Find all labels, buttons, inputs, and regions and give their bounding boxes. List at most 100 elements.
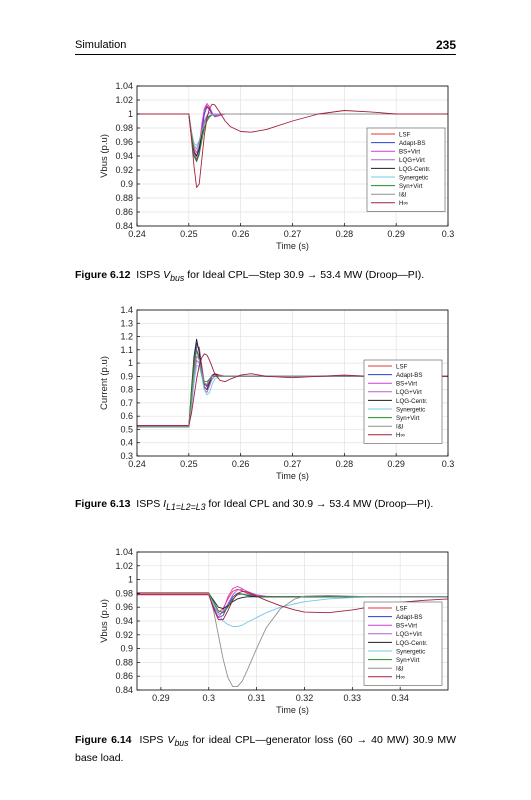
y-tick-label: 0.98 [115,588,133,598]
series-line [137,356,448,428]
y-tick-label: 0.8 [120,385,133,395]
section-title: Simulation [75,39,127,51]
caption-label: Figure 6.13 [75,498,131,510]
y-tick-label: 0.94 [115,616,133,626]
y-tick-label: 0.98 [115,123,133,133]
y-tick-label: 0.9 [120,371,133,381]
x-tick-label: 0.3 [203,693,216,703]
y-tick-label: 1.02 [115,95,133,105]
legend-label: H∞ [396,432,405,439]
legend-label: Adapt-BS [396,614,422,621]
y-axis-label: Current (p.u) [99,356,110,410]
legend-label: I&I [399,192,407,199]
caption-6-13: Figure 6.13 ISPS IL1=L2=L3 for Ideal CPL… [75,498,434,513]
series-group [137,103,448,188]
legend-box [363,359,443,444]
legend-label: LQG+Virt [396,389,422,396]
x-tick-label: 0.24 [128,229,146,239]
y-axis-label: Vbus (p.u) [99,134,110,178]
x-tick-label: 0.26 [232,229,250,239]
y-tick-label: 1.2 [120,332,133,342]
legend-label: I&I [396,424,404,431]
y-tick-label: 0.88 [115,657,133,667]
y-tick-label: 0.96 [115,137,133,147]
x-tick-label: 0.29 [387,459,405,469]
legend-label: LQG-Centr. [396,640,428,647]
figure-6-13: 0.24 0.25 0.26 0.27 0.28 0.29 0.3 0.3 0.4 0.5 0.6 0… [0,298,531,493]
legend-label: LQG+Virt [396,631,422,638]
y-tick-label: 0.6 [120,411,133,421]
y-axis-label: Vbus (p.u) [99,599,110,643]
legend-label: BS+Virt [396,381,417,388]
y-tick-label: 0.5 [120,424,133,434]
y-tick-label: 0.94 [115,151,133,161]
legend-label: LSF [396,605,408,612]
legend-label: Syn+Virt [396,415,420,422]
x-tick-label: 0.27 [284,229,302,239]
x-axis-label: Time (s) [276,705,309,715]
x-axis-label: Time (s) [276,241,309,251]
legend-label: LSF [399,131,411,138]
y-tick-label: 0.86 [115,207,133,217]
x-axis-label: Time (s) [276,471,309,481]
running-header: Simulation 235 [75,38,456,55]
caption-label: Figure 6.14 [75,734,132,746]
x-tick-label: 0.3 [442,459,455,469]
y-tick-label: 0.84 [115,221,133,231]
legend-label: H∞ [399,200,408,207]
legend-label: LQG-Centr. [399,166,431,173]
x-tick-label: 0.27 [284,459,302,469]
x-tick-label: 0.25 [180,459,198,469]
y-tick-label: 0.3 [120,451,133,461]
legend-label: Adapt-BS [399,140,425,147]
y-tick-label: 0.7 [120,398,133,408]
legend-label: Synergetic [396,406,425,413]
legend-label: BS+Virt [399,149,420,156]
x-tick-label: 0.25 [180,229,198,239]
legend-label: I&I [396,666,404,673]
x-tick-label: 0.31 [248,693,266,703]
y-tick-label: 0.96 [115,602,133,612]
legend-label: H∞ [396,674,405,681]
legend-label: Adapt-BS [396,372,422,379]
x-tick-label: 0.3 [442,229,455,239]
y-tick-label: 1.04 [115,81,133,91]
y-tick-label: 0.92 [115,165,133,175]
y-tick-label: 1.02 [115,561,133,571]
caption-6-14: Figure 6.14 ISPS Vbus for ideal CPL—gene… [75,734,456,765]
legend-box [363,601,443,686]
y-tick-label: 0.84 [115,685,133,695]
x-tick-label: 0.34 [391,693,409,703]
y-tick-label: 0.4 [120,438,133,448]
legend-label: Synergetic [396,648,425,655]
y-tick-label: 0.88 [115,193,133,203]
x-tick-label: 0.33 [344,693,362,703]
series-group [137,586,449,687]
caption-label: Figure 6.12 [75,269,131,281]
y-tick-label: 1 [128,358,133,368]
y-tick-label: 0.86 [115,671,133,681]
y-tick-label: 0.9 [120,179,133,189]
chart-current-step: 0.24 0.25 0.26 0.27 0.28 0.29 0.3 0.3 0.4 0.5 0.6 0… [99,305,455,481]
legend-label: BS+Virt [396,623,417,630]
series-line [137,113,448,150]
x-tick-label: 0.29 [387,229,405,239]
chart-vbus-generator-loss: 0.29 0.3 0.31 0.32 0.33 0.34 0.84 0.86 0.88 0.9 0.… [99,547,449,715]
x-tick-label: 0.32 [296,693,314,703]
legend-label: Synergetic [399,174,428,181]
y-tick-label: 1.04 [115,547,133,557]
x-tick-label: 0.29 [152,693,170,703]
series-line [137,103,448,188]
y-tick-label: 1.1 [120,345,133,355]
series-line [137,592,448,687]
x-tick-label: 0.26 [232,459,250,469]
legend-box [366,127,446,212]
legend-label: Syn+Virt [399,183,423,190]
legend-label: LQG-Centr. [396,398,428,405]
figure-6-14: 0.29 0.3 0.31 0.32 0.33 0.34 0.84 0.86 0.88 0.9 0.… [0,538,531,723]
caption-6-12: Figure 6.12 ISPS Vbus for Ideal CPL—Step… [75,269,425,284]
legend-label: LQG+Virt [399,157,425,164]
